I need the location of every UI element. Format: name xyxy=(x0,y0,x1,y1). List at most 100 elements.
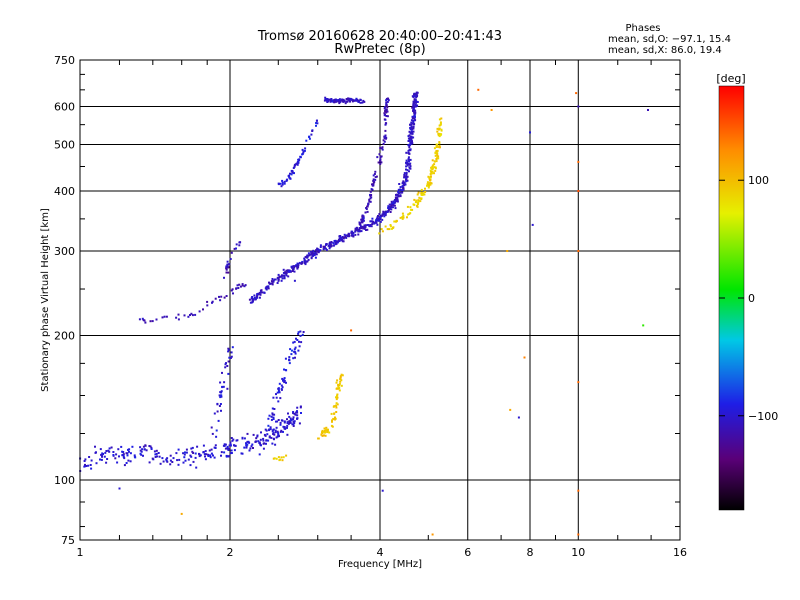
echo-point xyxy=(434,152,437,155)
echo-point xyxy=(84,458,87,461)
echo-point xyxy=(384,129,387,132)
echo-point xyxy=(387,207,390,209)
echo-point xyxy=(148,445,151,447)
echo-point xyxy=(292,341,295,344)
echo-point xyxy=(279,421,282,424)
echo-point xyxy=(143,448,146,451)
echo-point xyxy=(429,183,432,186)
echo-point xyxy=(416,101,419,103)
echo-point xyxy=(429,179,431,182)
echo-point xyxy=(335,406,338,409)
echo-point xyxy=(282,456,285,459)
echo-point xyxy=(218,394,221,397)
plot-frame xyxy=(79,59,681,541)
echo-point xyxy=(227,350,230,353)
echo-point xyxy=(292,411,295,413)
echo-point xyxy=(392,201,395,204)
echo-point xyxy=(392,226,395,229)
echo-point xyxy=(324,429,327,432)
echo-point xyxy=(304,263,307,266)
echo-point xyxy=(414,98,417,101)
echo-point xyxy=(397,192,400,195)
echo-point xyxy=(315,124,317,127)
echo-point xyxy=(220,409,222,412)
echo-point xyxy=(171,461,174,463)
echo-point xyxy=(370,196,373,199)
echo-point xyxy=(299,155,302,158)
echo-point xyxy=(328,431,331,434)
echo-point xyxy=(379,156,382,158)
echo-point xyxy=(280,388,283,391)
echo-point xyxy=(122,456,125,458)
echo-point xyxy=(228,263,231,266)
echo-point xyxy=(283,182,286,185)
echo-point xyxy=(424,187,426,190)
echo-point xyxy=(134,456,137,459)
echo-point xyxy=(371,217,374,220)
echo-point xyxy=(409,165,412,168)
echo-point xyxy=(337,240,340,243)
echo-point xyxy=(319,244,322,247)
echo-point xyxy=(257,440,260,443)
colorbar-tick-label: 0 xyxy=(748,292,755,305)
colorbar-tick-label: 100 xyxy=(748,174,769,187)
echo-point xyxy=(379,159,382,162)
echo-point xyxy=(412,121,415,124)
echo-point xyxy=(433,163,436,166)
echo-point xyxy=(284,369,287,371)
echo-point xyxy=(405,178,408,181)
echo-point xyxy=(420,197,423,200)
echo-point xyxy=(429,175,432,178)
echo-point xyxy=(291,171,294,174)
echo-point xyxy=(326,431,329,434)
echo-point xyxy=(230,251,233,254)
echo-point xyxy=(296,406,299,409)
echo-point xyxy=(184,459,187,462)
echo-point xyxy=(273,457,276,460)
echo-point xyxy=(362,219,365,222)
echo-point xyxy=(342,236,345,239)
echo-point xyxy=(386,106,389,109)
echo-point xyxy=(373,173,376,175)
echo-point xyxy=(357,233,360,236)
echo-point xyxy=(252,447,254,449)
echo-point xyxy=(288,176,291,179)
echo-point xyxy=(219,391,222,394)
echo-point xyxy=(303,149,306,152)
echo-point xyxy=(359,101,362,104)
echo-point xyxy=(381,218,384,221)
echo-point xyxy=(230,355,233,358)
echo-point xyxy=(407,213,410,216)
echo-point xyxy=(253,296,256,299)
echo-point xyxy=(377,219,380,222)
echo-point xyxy=(408,148,411,151)
echo-point xyxy=(225,267,228,270)
echo-point xyxy=(297,264,300,267)
echo-point xyxy=(410,121,413,124)
echo-point xyxy=(277,400,280,403)
echo-point xyxy=(99,458,101,461)
echo-point xyxy=(335,404,337,407)
echo-point xyxy=(108,447,111,450)
echo-point xyxy=(125,462,128,464)
echo-point xyxy=(323,427,326,430)
echo-point xyxy=(223,451,226,454)
echo-point xyxy=(254,298,257,300)
echo-point xyxy=(286,422,289,424)
echo-point xyxy=(259,438,262,441)
echo-point xyxy=(233,444,235,447)
echo-point xyxy=(239,285,242,288)
echo-point xyxy=(364,211,367,214)
echo-point xyxy=(435,150,438,153)
echo-point xyxy=(383,215,386,218)
echo-point xyxy=(293,350,296,353)
y-tick-label: 600 xyxy=(54,101,75,114)
echo-point xyxy=(260,289,263,292)
echo-point xyxy=(260,431,262,434)
echo-point xyxy=(361,220,364,223)
echo-point xyxy=(333,101,336,104)
colorbar-label: [deg] xyxy=(716,72,745,85)
echo-point xyxy=(277,279,280,282)
echo-point xyxy=(259,443,262,446)
echo-point xyxy=(304,260,307,263)
